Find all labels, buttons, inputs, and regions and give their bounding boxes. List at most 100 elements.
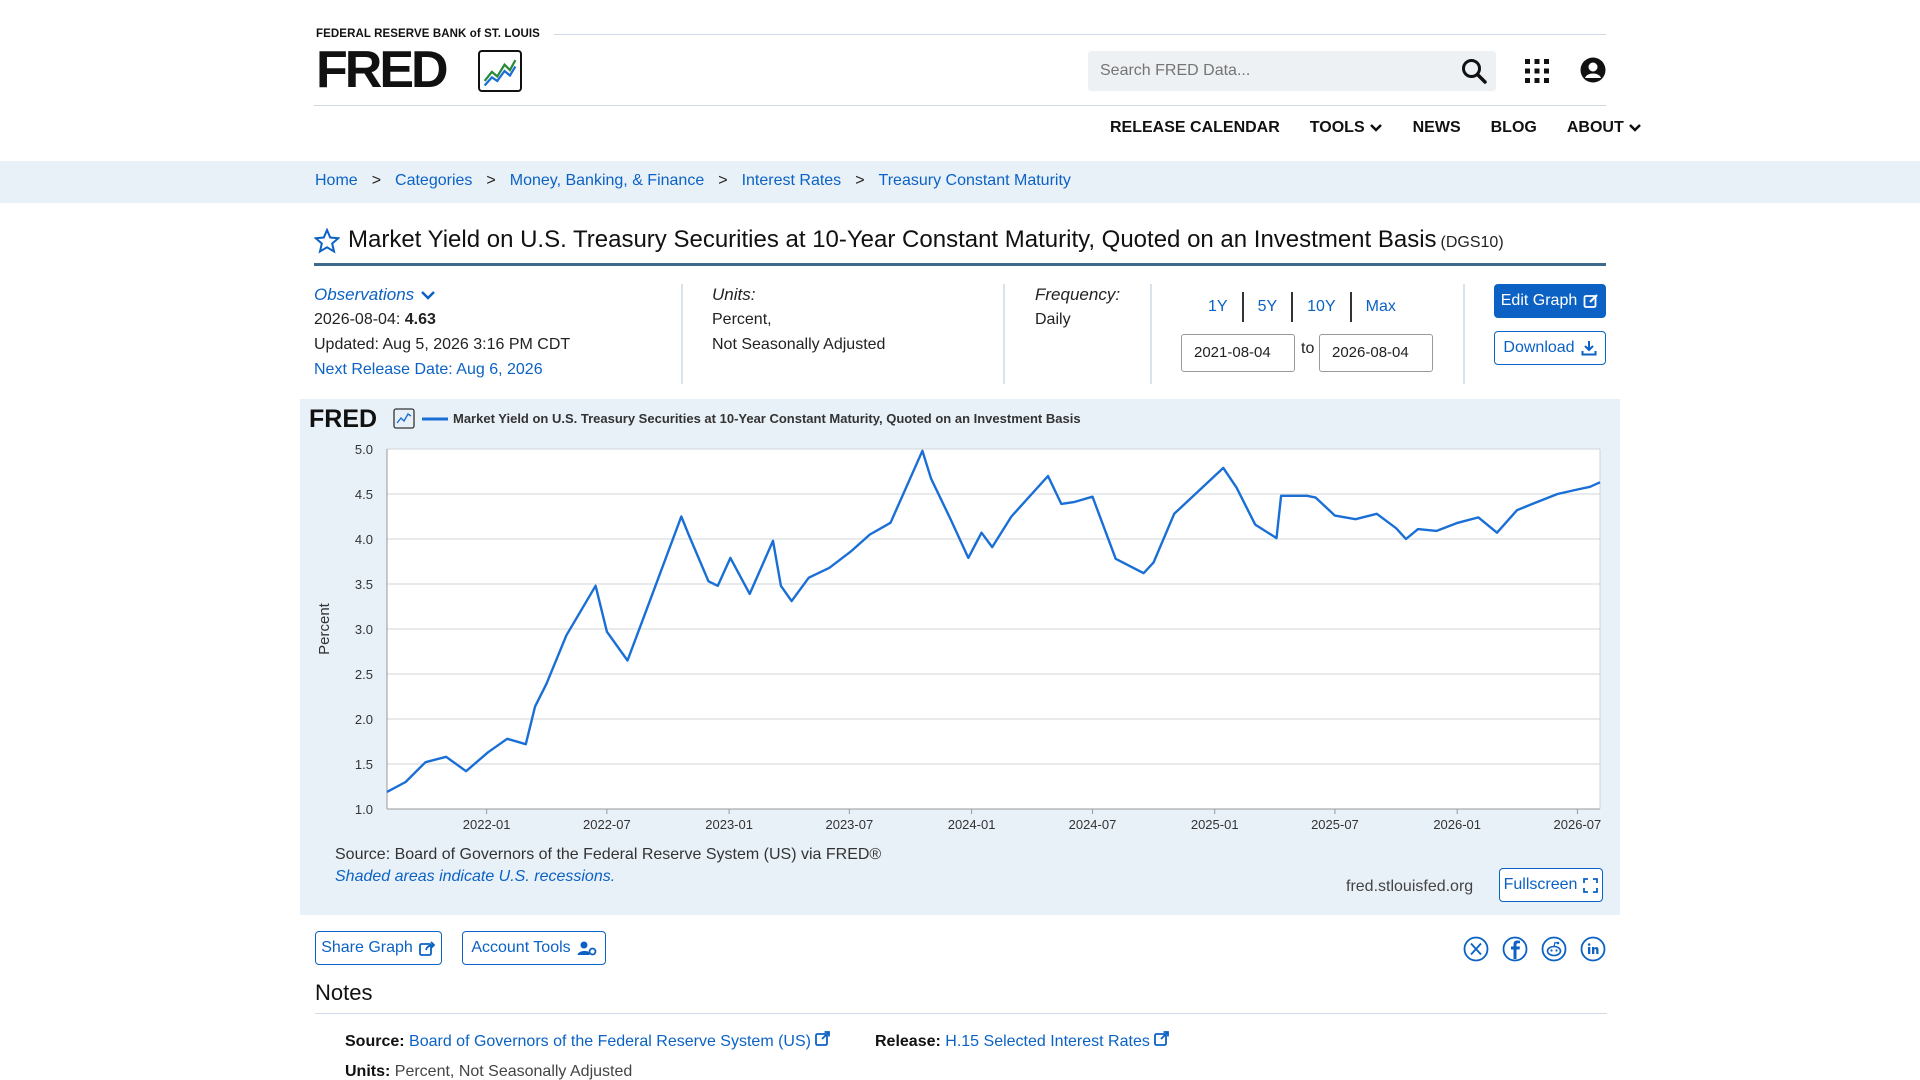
- linkedin-icon[interactable]: [1580, 936, 1606, 962]
- units-column: Units: Percent, Not Seasonally Adjusted: [712, 282, 885, 357]
- breadcrumb: Home > Categories > Money, Banking, & Fi…: [315, 172, 1071, 190]
- latest-observation: 2026-08-04: 4.63: [314, 307, 570, 332]
- fullscreen-button[interactable]: Fullscreen: [1499, 868, 1603, 902]
- frequency-label: Frequency:: [1035, 285, 1121, 304]
- x-tick-label: 2025-07: [1311, 817, 1359, 832]
- range-5y-button[interactable]: 5Y: [1244, 292, 1294, 322]
- fullscreen-icon: [1583, 877, 1599, 893]
- breadcrumb-interest-rates[interactable]: Interest Rates: [741, 172, 842, 189]
- units-line2: Not Seasonally Adjusted: [712, 336, 886, 353]
- chart-legend-title: Market Yield on U.S. Treasury Securities…: [453, 411, 1081, 426]
- notes-source-label: Source:: [345, 1033, 405, 1050]
- line-chart[interactable]: FRED Market Yield on U.S. Treasury Secur…: [300, 399, 1620, 839]
- edit-icon: [1583, 294, 1599, 308]
- nav-blog[interactable]: BLOG: [1491, 119, 1537, 137]
- fred-logo-chart-icon[interactable]: [478, 50, 522, 92]
- x-icon[interactable]: [1463, 936, 1489, 962]
- account-tools-button[interactable]: Account Tools: [462, 931, 606, 965]
- series-code: (DGS10): [1440, 234, 1504, 251]
- breadcrumb-home[interactable]: Home: [315, 172, 358, 189]
- y-tick-label: 1.5: [355, 757, 373, 772]
- graph-panel: FRED Market Yield on U.S. Treasury Secur…: [300, 399, 1620, 915]
- graph-source: Source: Board of Governors of the Federa…: [335, 846, 882, 863]
- y-tick-label: 5.0: [355, 442, 373, 457]
- nav-tools[interactable]: TOOLS: [1310, 119, 1383, 137]
- units-line1: Percent,: [712, 311, 772, 328]
- notes-units-label: Units:: [345, 1063, 391, 1080]
- y-axis-label: Percent: [316, 602, 333, 655]
- next-release-link[interactable]: Next Release Date: Aug 6, 2026: [314, 361, 543, 378]
- observations-label: Observations: [314, 285, 415, 304]
- breadcrumb-separator: >: [855, 172, 865, 189]
- fred-logo[interactable]: FRED: [316, 41, 449, 99]
- y-tick-label: 2.0: [355, 712, 373, 727]
- search-box[interactable]: [1088, 51, 1496, 91]
- units-label: Units:: [712, 285, 756, 304]
- date-from-input[interactable]: 2021-08-04: [1181, 334, 1295, 372]
- obs-value: 4.63: [404, 311, 436, 328]
- breadcrumb-treasury-constant-maturity[interactable]: Treasury Constant Maturity: [878, 172, 1071, 189]
- frequency-column: Frequency: Daily: [1035, 282, 1120, 332]
- facebook-icon[interactable]: [1502, 936, 1528, 962]
- x-tick-label: 2022-01: [463, 817, 511, 832]
- notes-source-row: Source: Board of Governors of the Federa…: [345, 1031, 831, 1051]
- search-icon[interactable]: [1460, 57, 1488, 85]
- nav-release-calendar[interactable]: RELEASE CALENDAR: [1110, 119, 1280, 137]
- breadcrumb-money-banking[interactable]: Money, Banking, & Finance: [509, 172, 705, 189]
- notes-units-value: Percent, Not Seasonally Adjusted: [394, 1063, 633, 1080]
- share-graph-button[interactable]: Share Graph: [315, 931, 442, 965]
- external-link-icon: [1154, 1031, 1170, 1046]
- header-bottom-divider: [314, 105, 1606, 106]
- x-tick-label: 2024-07: [1069, 817, 1117, 832]
- notes-title: Notes: [315, 980, 373, 1005]
- range-max-button[interactable]: Max: [1365, 298, 1396, 315]
- notes-release-link[interactable]: H.15 Selected Interest Rates: [945, 1033, 1150, 1050]
- site-header: FEDERAL RESERVE BANK of ST. LOUIS FRED: [314, 26, 1606, 106]
- chevron-down-icon: [421, 290, 436, 300]
- nav-about[interactable]: ABOUT: [1567, 119, 1642, 137]
- x-tick-label: 2024-01: [948, 817, 996, 832]
- notes-units-row: Units: Percent, Not Seasonally Adjusted: [345, 1063, 632, 1080]
- notes-release-label: Release:: [875, 1033, 941, 1050]
- fred-url[interactable]: fred.stlouisfed.org: [1346, 878, 1474, 895]
- y-tick-label: 4.5: [355, 487, 373, 502]
- series-title-text: Market Yield on U.S. Treasury Securities…: [348, 226, 1437, 253]
- y-tick-label: 2.5: [355, 667, 373, 682]
- observations-toggle[interactable]: Observations: [314, 282, 570, 307]
- nav-label: BLOG: [1490, 119, 1537, 136]
- download-button[interactable]: Download: [1494, 331, 1606, 365]
- x-tick-label: 2023-07: [825, 817, 873, 832]
- main-nav: RELEASE CALENDAR TOOLS NEWS BLOG ABOUT: [1110, 119, 1642, 137]
- range-10y-button[interactable]: 10Y: [1293, 292, 1352, 322]
- meta-divider: [1463, 284, 1465, 384]
- search-input[interactable]: [1088, 51, 1428, 91]
- series-line-dgs10: [386, 449, 1601, 793]
- user-account-icon[interactable]: [1580, 57, 1606, 83]
- user-cog-icon: [577, 941, 597, 956]
- series-meta: Observations 2026-08-04: 4.63 Updated: A…: [314, 282, 1606, 384]
- nav-news[interactable]: NEWS: [1413, 119, 1461, 137]
- frequency-value: Daily: [1035, 311, 1071, 328]
- share-graph-label: Share Graph: [321, 939, 413, 956]
- notes-release-row: Release: H.15 Selected Interest Rates: [875, 1031, 1170, 1051]
- chart-fred-logo: FRED: [309, 405, 377, 433]
- header-divider: [554, 34, 1606, 35]
- date-to-input[interactable]: 2026-08-04: [1319, 334, 1433, 372]
- x-tick-label: 2026-07: [1554, 817, 1602, 832]
- x-tick-label: 2025-01: [1191, 817, 1239, 832]
- download-label: Download: [1503, 339, 1575, 356]
- x-tick-label: 2026-01: [1433, 817, 1481, 832]
- notes-source-link[interactable]: Board of Governors of the Federal Reserv…: [409, 1033, 811, 1050]
- apps-grid-icon[interactable]: [1524, 58, 1550, 84]
- nav-label: ABOUT: [1566, 119, 1624, 136]
- favorite-star-icon[interactable]: [314, 228, 340, 254]
- y-tick-label: 3.0: [355, 622, 373, 637]
- range-1y-button[interactable]: 1Y: [1194, 292, 1244, 322]
- obs-date: 2026-08-04:: [314, 311, 401, 328]
- breadcrumb-categories[interactable]: Categories: [395, 172, 473, 189]
- reddit-icon[interactable]: [1541, 936, 1567, 962]
- observations-column: Observations 2026-08-04: 4.63 Updated: A…: [314, 282, 570, 382]
- breadcrumb-bar: Home > Categories > Money, Banking, & Fi…: [0, 161, 1920, 203]
- edit-graph-button[interactable]: Edit Graph: [1494, 284, 1606, 318]
- meta-divider: [1150, 284, 1152, 384]
